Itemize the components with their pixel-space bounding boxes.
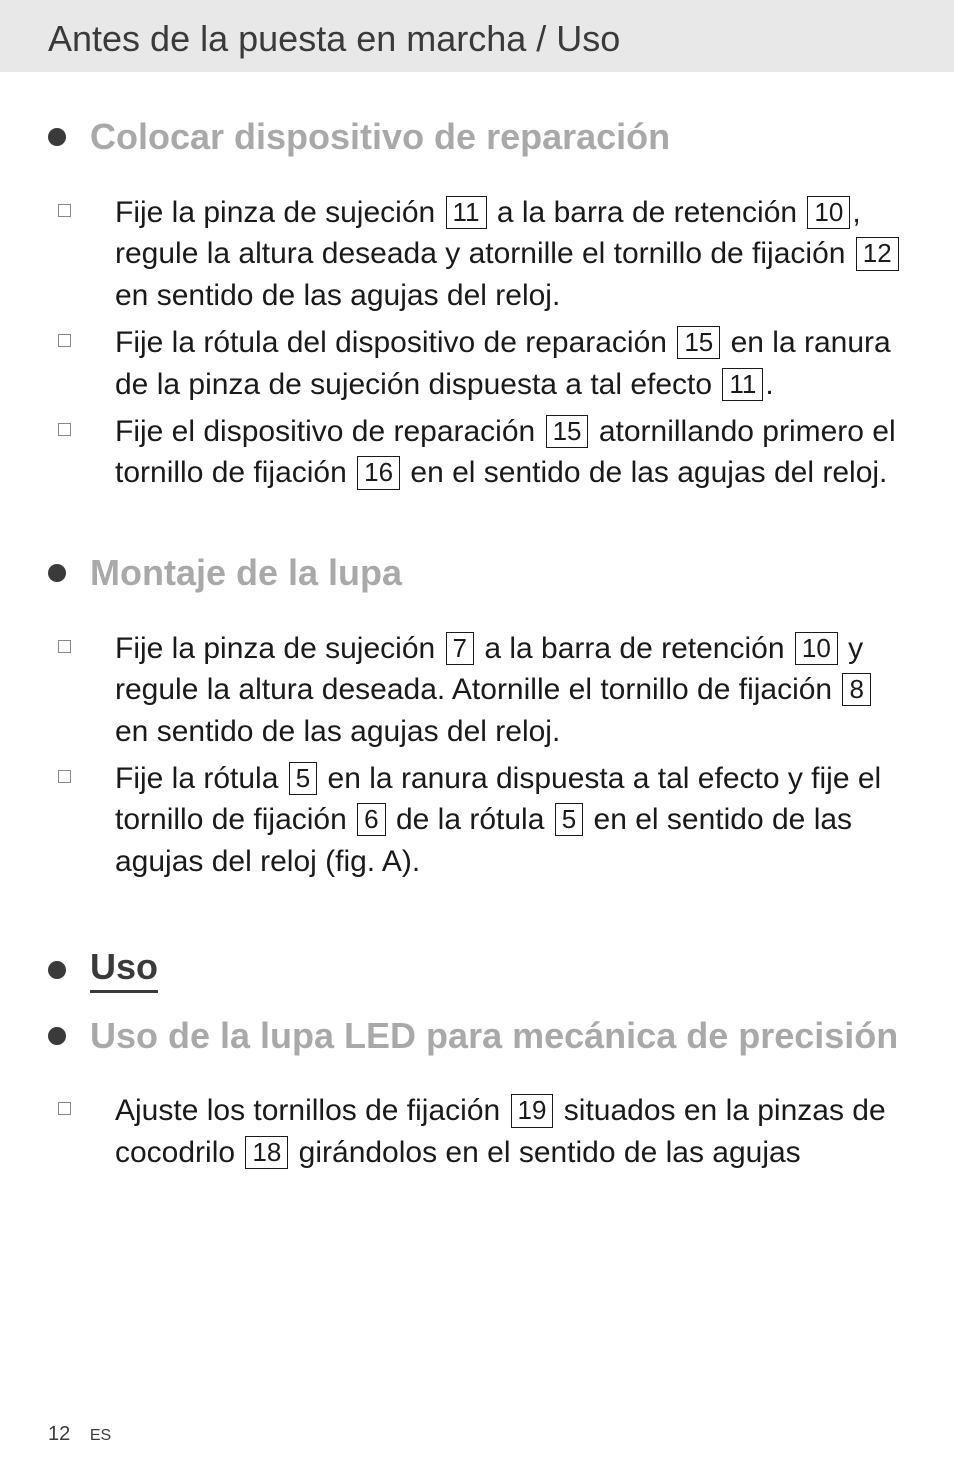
checkbox-icon — [58, 423, 71, 436]
header-text: Antes de la puesta en marcha / Uso — [48, 18, 954, 60]
ref-number: 7 — [446, 632, 474, 665]
body-text: Fije el dispositivo de reparación 15 ato… — [115, 411, 906, 494]
text-fragment: Fije la rótula del dispositivo de repara… — [115, 326, 675, 359]
body-text: Fije la pinza de sujeción 7 a la barra d… — [115, 628, 906, 752]
text-fragment: a la barra de retención — [489, 196, 806, 229]
text-fragment: a la barra de retención — [476, 632, 793, 665]
section-head-2: Montaje de la lupa — [48, 552, 906, 594]
text-fragment: Fije el dispositivo de reparación — [115, 415, 544, 448]
bullet-icon — [48, 128, 66, 146]
header-bar: Antes de la puesta en marcha / Uso — [0, 0, 954, 72]
text-fragment: en sentido de las agujas del reloj. — [115, 279, 560, 312]
list-item: Fije el dispositivo de reparación 15 ato… — [48, 411, 906, 494]
ref-number: 6 — [357, 803, 385, 836]
text-fragment: en sentido de las agujas del reloj. — [115, 715, 560, 748]
page-number: 12 — [48, 1423, 70, 1445]
checkbox-icon — [58, 770, 71, 783]
bullet-icon — [48, 564, 66, 582]
list-item: Fije la pinza de sujeción 7 a la barra d… — [48, 628, 906, 752]
ref-number: 18 — [245, 1136, 288, 1169]
ref-number: 16 — [357, 456, 400, 489]
ref-number: 8 — [842, 673, 870, 706]
list-item: Fije la pinza de sujeción 11 a la barra … — [48, 192, 906, 316]
checkbox-icon — [58, 334, 71, 347]
text-fragment: girándolos en el sentido de las agujas — [290, 1136, 800, 1169]
page-lang: ES — [90, 1427, 111, 1444]
checkbox-icon — [58, 1102, 71, 1115]
checkbox-icon — [58, 204, 71, 217]
body-text: Ajuste los tornillos de fijación 19 situ… — [115, 1090, 906, 1173]
ref-number: 11 — [722, 368, 763, 401]
body-text: Fije la rótula 5 en la ranura dispuesta … — [115, 758, 906, 882]
body-text: Fije la rótula del dispositivo de repara… — [115, 322, 906, 405]
body-text: Fije la pinza de sujeción 11 a la barra … — [115, 192, 906, 316]
heading-3: Uso — [90, 946, 158, 993]
section-head-1: Colocar dispositivo de reparación — [48, 116, 906, 158]
section-head-3: Uso — [48, 946, 906, 993]
ref-number: 12 — [856, 237, 899, 270]
heading-2: Montaje de la lupa — [90, 552, 402, 594]
ref-number: 11 — [446, 196, 487, 229]
ref-number: 5 — [555, 803, 583, 836]
text-fragment: de la rótula — [388, 803, 553, 836]
ref-number: 19 — [511, 1094, 554, 1127]
heading-1: Colocar dispositivo de reparación — [90, 116, 670, 158]
content: Colocar dispositivo de reparación Fije l… — [0, 116, 954, 1173]
checkbox-icon — [58, 640, 71, 653]
text-fragment: Fije la rótula — [115, 762, 287, 795]
ref-number: 15 — [546, 415, 589, 448]
bullet-icon — [48, 1027, 66, 1045]
text-fragment: Fije la pinza de sujeción — [115, 632, 444, 665]
ref-number: 10 — [807, 196, 850, 229]
list-item: Fije la rótula 5 en la ranura dispuesta … — [48, 758, 906, 882]
ref-number: 10 — [795, 632, 838, 665]
text-fragment: Fije la pinza de sujeción — [115, 196, 444, 229]
text-fragment: en el sentido de las agujas del reloj. — [402, 456, 887, 489]
text-fragment: Ajuste los tornillos de fijación — [115, 1094, 509, 1127]
list-item: Ajuste los tornillos de fijación 19 situ… — [48, 1090, 906, 1173]
text-fragment: . — [765, 368, 773, 401]
list-item: Fije la rótula del dispositivo de repara… — [48, 322, 906, 405]
ref-number: 15 — [677, 326, 720, 359]
section-head-4: Uso de la lupa LED para mecánica de prec… — [48, 1015, 906, 1056]
ref-number: 5 — [289, 762, 317, 795]
footer: 12 ES — [48, 1423, 111, 1446]
heading-4: Uso de la lupa LED para mecánica de prec… — [90, 1015, 898, 1056]
bullet-icon — [48, 961, 66, 979]
